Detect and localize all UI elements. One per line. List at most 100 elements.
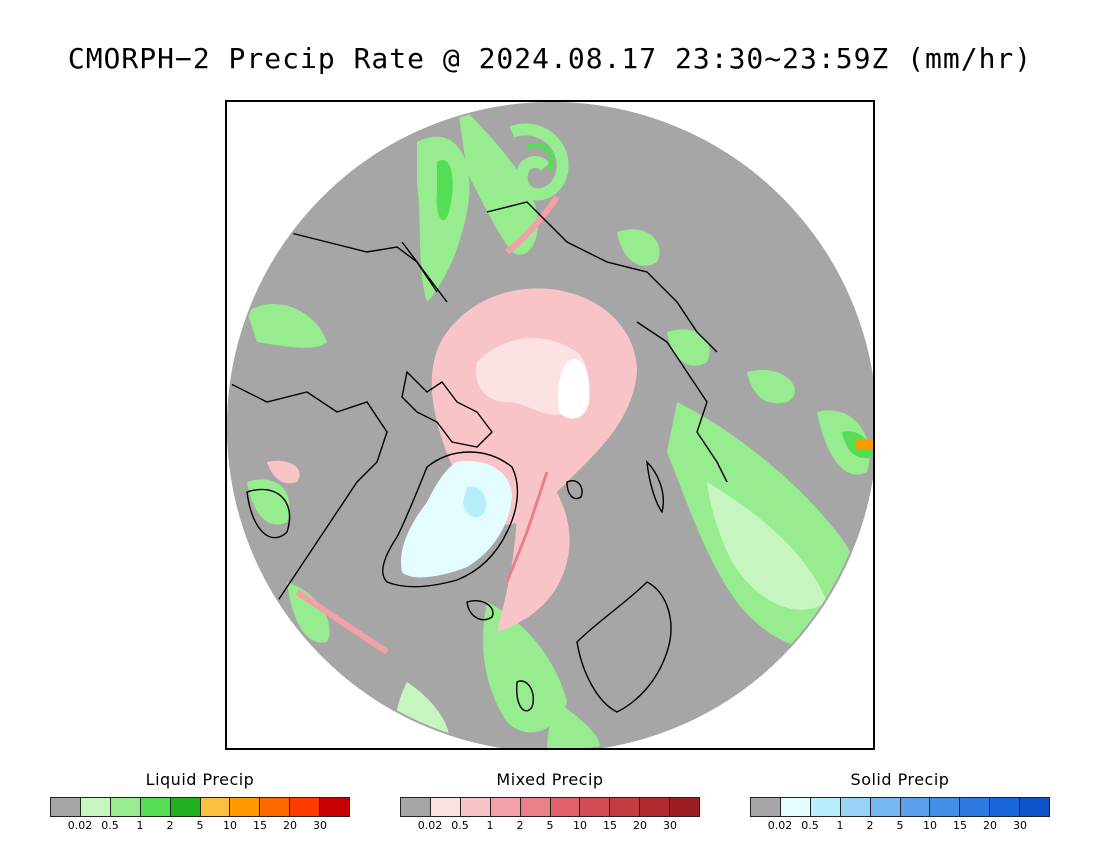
coast-siberia-east <box>486 201 718 353</box>
coast-greenland <box>382 451 519 588</box>
legend-tick-label: 1 <box>486 819 494 832</box>
legend-tick-label: 15 <box>953 819 967 832</box>
legend-swatch <box>290 798 321 816</box>
polar-precip-map[interactable] <box>225 100 875 750</box>
legend-tick-label: 1 <box>136 819 144 832</box>
legend-tick-label: 30 <box>1013 819 1027 832</box>
legend-tick-label: 20 <box>983 819 997 832</box>
solid-precip-greenland <box>401 461 512 578</box>
legend-swatch <box>670 798 700 816</box>
coast-canadian-archipelago <box>401 370 493 448</box>
tick-labels: 0.02 0.5 1 2 5 10 15 20 30 <box>750 819 1050 833</box>
legend-swatch <box>490 798 521 816</box>
liquid-precip-siberia-2 <box>667 329 710 366</box>
color-bar <box>750 797 1050 817</box>
liquid-precip-east-siberia <box>817 410 870 475</box>
liquid-precip-bering <box>457 102 538 255</box>
coast-scandinavia <box>576 581 672 713</box>
legend-title: Mixed Precip <box>496 770 604 789</box>
legend-swatch <box>610 798 641 816</box>
legend-swatch <box>930 798 961 816</box>
legend-swatch <box>1020 798 1050 816</box>
legend-tick-label: 20 <box>283 819 297 832</box>
legend-tick-label: 10 <box>923 819 937 832</box>
tick-labels: 0.02 0.5 1 2 5 10 15 20 30 <box>400 819 700 833</box>
mixed-precip-streak <box>505 471 549 583</box>
legend-tick-label: 20 <box>633 819 647 832</box>
mixed-precip-band-greenland-sea <box>497 452 570 632</box>
legend-swatch <box>640 798 671 816</box>
legend-tick-label: 0.02 <box>417 819 443 832</box>
legend-swatch <box>260 798 291 816</box>
legend-tick-label: 0.5 <box>101 819 119 832</box>
legend-title: Liquid Precip <box>145 770 255 789</box>
legend-tick-label: 0.5 <box>801 819 819 832</box>
mixed-precip-hudson-strip <box>267 460 300 484</box>
legend-swatch <box>751 798 781 816</box>
liquid-precip-canada-west <box>247 303 327 348</box>
legend-swatch <box>200 798 231 816</box>
legend-swatch <box>230 798 261 816</box>
legend-tick-label: 30 <box>663 819 677 832</box>
legend-tick-label: 15 <box>603 819 617 832</box>
legend-tick-label: 0.02 <box>67 819 93 832</box>
legend-title: Solid Precip <box>850 770 950 789</box>
legend-swatch <box>430 798 461 816</box>
legend-swatch <box>810 798 841 816</box>
legend-tick-label: 2 <box>166 819 174 832</box>
legend-tick-label: 15 <box>253 819 267 832</box>
coast-iceland <box>466 600 494 621</box>
color-bar <box>50 797 350 817</box>
liquid-precip-heavy-spot <box>855 440 873 450</box>
mixed-precip-bering-streak <box>505 195 560 255</box>
legend-swatch <box>840 798 871 816</box>
liquid-precip-alaska-core <box>436 160 453 221</box>
legend-tick-label: 5 <box>896 819 904 832</box>
legend-swatch <box>870 798 901 816</box>
legend-swatch <box>110 798 141 816</box>
liquid-precip-swirl-core <box>526 142 554 172</box>
liquid-precip-labrador <box>287 582 330 643</box>
coast-novaya-zemlya <box>646 460 664 514</box>
alaska-canada-border <box>401 241 448 303</box>
legend-tick-label: 2 <box>516 819 524 832</box>
legend-tick-label: 30 <box>313 819 327 832</box>
legend-mixed-precip: Mixed Precip 0.02 0.5 1 2 5 10 15 20 30 <box>400 770 700 833</box>
legend-swatch <box>580 798 611 816</box>
coast-svalbard <box>566 480 583 500</box>
legend-tick-label: 10 <box>573 819 587 832</box>
legend-swatch <box>900 798 931 816</box>
coast-british-isles <box>516 680 534 712</box>
domain-edge <box>227 102 873 748</box>
legend-swatch <box>960 798 991 816</box>
legend-tick-label: 0.02 <box>767 819 793 832</box>
legend-tick-label: 5 <box>196 819 204 832</box>
map-title: CMORPH−2 Precip Rate @ 2024.08.17 23:30~… <box>67 42 1033 75</box>
liquid-precip-siberia-3 <box>747 369 795 404</box>
legend-tick-label: 10 <box>223 819 237 832</box>
coast-siberia-north <box>636 321 728 483</box>
map-canvas <box>227 102 873 748</box>
legend-swatch <box>401 798 431 816</box>
legend-swatch <box>990 798 1021 816</box>
legend-liquid-precip: Liquid Precip 0.02 0.5 1 2 5 10 15 20 30 <box>50 770 350 833</box>
legend-tick-label: 1 <box>836 819 844 832</box>
legend-swatch <box>550 798 581 816</box>
legend-swatch <box>140 798 171 816</box>
liquid-precip-hudson <box>247 479 290 525</box>
coast-canada-mainland <box>227 381 388 603</box>
legend-swatch <box>170 798 201 816</box>
liquid-precip-europe <box>547 702 600 748</box>
legend-solid-precip: Solid Precip 0.02 0.5 1 2 5 10 15 20 30 <box>750 770 1050 833</box>
legend-swatch <box>780 798 811 816</box>
color-bar <box>400 797 700 817</box>
coastlines <box>227 201 728 713</box>
mixed-precip-labrador-strip <box>295 589 389 655</box>
legend-swatch <box>80 798 111 816</box>
legend-swatch <box>51 798 81 816</box>
liquid-precip-siberia-1 <box>617 229 660 266</box>
legend-swatch <box>320 798 350 816</box>
legend-swatch <box>520 798 551 816</box>
liquid-precip-atlantic <box>483 602 567 733</box>
legend-tick-label: 0.5 <box>451 819 469 832</box>
